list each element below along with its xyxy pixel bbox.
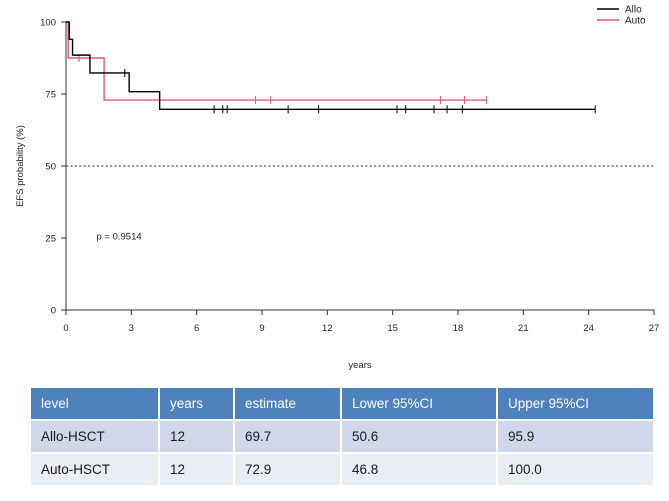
table-cell: 72.9 [235, 454, 340, 485]
results-table: level years estimate Lower 95%CI Upper 9… [29, 386, 655, 487]
y-tick-label: 75 [45, 90, 56, 101]
table-cell: 100.0 [498, 454, 653, 485]
y-tick-label: 50 [45, 162, 56, 173]
header-cell: Lower 95%CI [342, 388, 496, 419]
header-cell: Upper 95%CI [498, 388, 653, 419]
survival-curve-allo [66, 21, 596, 110]
y-tick-label: 100 [40, 18, 56, 29]
x-tick-label: 24 [583, 323, 594, 334]
x-tick-label: 12 [322, 323, 333, 334]
legend-label-auto: Auto [625, 16, 646, 27]
table-cell: 69.7 [235, 421, 340, 452]
x-tick-label: 21 [518, 323, 529, 334]
x-tick-label: 18 [453, 323, 464, 334]
x-tick-label: 6 [194, 323, 199, 334]
table-cell: 12 [160, 421, 233, 452]
y-tick-label: 25 [45, 234, 56, 245]
header-cell: level [31, 388, 158, 419]
p-value-annotation: p = 0.9514 [96, 231, 141, 242]
table-cell: 12 [160, 454, 233, 485]
plot-area [66, 21, 654, 167]
chart-axes: 0 25 50 75 100 0 3 6 9 12 15 18 21 24 27 [40, 18, 659, 335]
table-row: Allo-HSCT 12 69.7 50.6 95.9 [31, 421, 653, 452]
header-cell: estimate [235, 388, 340, 419]
table-header-row: level years estimate Lower 95%CI Upper 9… [31, 388, 653, 419]
table-cell: 50.6 [342, 421, 496, 452]
table-cell: Auto-HSCT [31, 454, 158, 485]
km-chart: 0 25 50 75 100 0 3 6 9 12 15 18 21 24 27 p = 0.9514 EF… [15, 5, 659, 372]
x-tick-label: 3 [129, 323, 134, 334]
y-axis-title: EFS probability (%) [15, 125, 26, 207]
x-axis-title: years [348, 360, 371, 371]
table-cell: 46.8 [342, 454, 496, 485]
x-tick-label: 15 [387, 323, 398, 334]
y-tick-label: 0 [51, 306, 56, 317]
legend-label-allo: Allo [625, 5, 642, 16]
x-tick-label: 9 [259, 323, 264, 334]
table-cell: Allo-HSCT [31, 421, 158, 452]
header-cell: years [160, 388, 233, 419]
table-cell: 95.9 [498, 421, 653, 452]
table-row: Auto-HSCT 12 72.9 46.8 100.0 [31, 454, 653, 485]
x-tick-label: 27 [649, 323, 660, 334]
x-tick-label: 0 [63, 323, 68, 334]
